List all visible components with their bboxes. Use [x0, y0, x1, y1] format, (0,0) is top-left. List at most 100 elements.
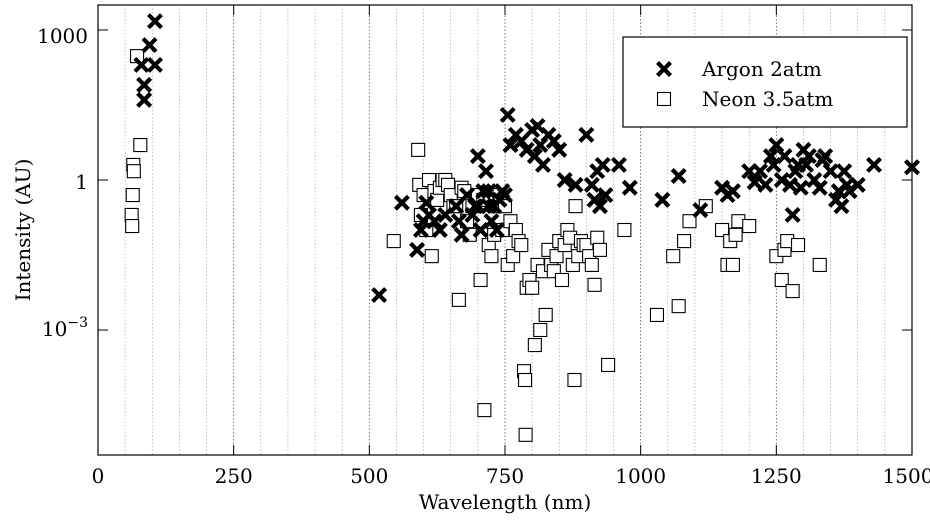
neon-point	[527, 338, 542, 353]
data-markers	[124, 13, 920, 442]
neon-point	[554, 272, 570, 288]
neon-point	[514, 238, 529, 253]
neon-point	[518, 372, 533, 388]
neon-point	[518, 427, 533, 442]
neon-point	[506, 249, 521, 264]
argon-point	[578, 126, 595, 143]
argon-point	[866, 156, 882, 173]
argon-point	[393, 194, 410, 211]
neon-point	[790, 238, 806, 253]
y-axis-ticks	[98, 29, 912, 331]
argon-point	[692, 202, 709, 219]
argon-point	[133, 56, 150, 73]
argon-point	[371, 287, 388, 304]
argon-point	[849, 176, 866, 193]
neon-point	[728, 227, 743, 242]
neon-point	[677, 234, 692, 249]
x-tick-label: 0	[92, 464, 105, 488]
argon-point	[551, 141, 568, 158]
neon-point	[386, 234, 401, 249]
argon-point	[480, 198, 497, 215]
argon-point	[817, 148, 834, 165]
argon-point	[483, 213, 500, 230]
x-tick-label: 1500	[883, 464, 930, 488]
neon-point	[477, 403, 492, 418]
argon-point	[450, 213, 467, 230]
argon-point	[426, 213, 443, 230]
neon-point	[590, 230, 605, 245]
argon-point	[475, 183, 492, 200]
neon-point	[549, 249, 564, 264]
argon-point	[556, 172, 573, 188]
legend-neon-marker	[656, 91, 672, 107]
argon-point	[836, 163, 853, 180]
argon-point	[746, 174, 763, 191]
neon-point	[587, 277, 602, 292]
legend-label-neon: Neon 3.5atm	[702, 87, 833, 111]
argon-point	[904, 159, 920, 176]
argon-point	[594, 156, 611, 173]
argon-point	[811, 179, 828, 196]
y-tick-label-exponent: 10−3	[42, 315, 88, 341]
x-tick-label: 500	[350, 464, 388, 488]
neon-point	[424, 249, 439, 264]
argon-point	[752, 163, 769, 180]
argon-point	[724, 183, 741, 200]
neon-point	[715, 222, 730, 238]
y-tick-label: 1000	[37, 24, 88, 48]
argon-point	[583, 176, 600, 193]
x-tick-label: 750	[486, 464, 524, 488]
neon-point	[533, 322, 548, 338]
neon-point	[785, 284, 800, 299]
legend-argon-marker	[656, 61, 672, 77]
neon-point	[812, 257, 827, 272]
argon-point	[141, 37, 158, 54]
argon-point	[822, 163, 839, 180]
argon-point	[833, 198, 850, 215]
neon-point	[451, 292, 466, 307]
argon-point	[535, 156, 551, 173]
x-axis-ticks	[97, 5, 913, 455]
argon-point	[757, 176, 774, 193]
argon-point	[146, 56, 163, 73]
y-axis: 1000 1 10−3 Intensity (AU)	[11, 24, 88, 341]
x-tick-label: 1000	[615, 464, 666, 488]
argon-point	[488, 222, 505, 238]
neon-point	[567, 372, 582, 388]
y-axis-title: Intensity (AU)	[11, 159, 35, 302]
neon-point	[601, 357, 616, 372]
argon-point	[497, 187, 513, 204]
neon-point	[568, 199, 583, 214]
argon-point	[453, 226, 470, 243]
argon-point	[781, 176, 798, 193]
neon-point	[617, 222, 632, 238]
neon-point	[538, 307, 553, 322]
neon-point	[525, 280, 540, 295]
argon-point	[499, 106, 516, 123]
legend-label-argon: Argon 2atm	[701, 57, 822, 81]
argon-point	[591, 198, 608, 215]
argon-point	[448, 198, 465, 215]
legend-box	[622, 36, 908, 128]
argon-point	[776, 148, 793, 165]
x-axis-title: Wavelength (nm)	[419, 490, 592, 514]
argon-point	[621, 179, 638, 196]
neon-point	[125, 218, 140, 234]
legend-marker-neon	[656, 91, 672, 107]
y-tick-label: 1	[75, 170, 88, 194]
argon-point	[545, 133, 562, 150]
legend: Argon 2atm Neon 3.5atm	[622, 36, 908, 128]
argon-point	[478, 163, 494, 180]
plot-area: 0 250 500 750 1000 1250 1500 Wavelength …	[11, 4, 930, 514]
neon-point	[649, 307, 664, 322]
argon-point	[610, 156, 627, 173]
neon-point	[725, 257, 740, 272]
argon-point	[136, 91, 153, 108]
argon-point	[502, 137, 519, 154]
argon-point	[800, 148, 817, 165]
neon-point	[484, 249, 499, 264]
argon-point	[792, 179, 809, 196]
neon-point	[133, 138, 148, 153]
neon-point	[742, 218, 757, 234]
